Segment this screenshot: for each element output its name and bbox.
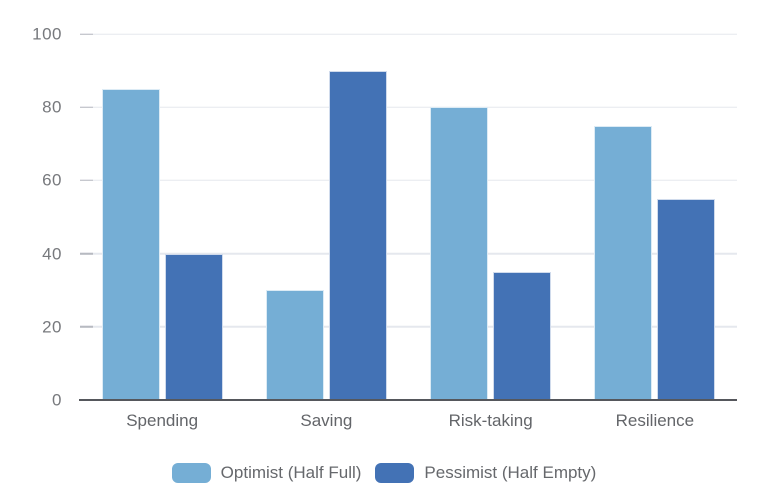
y-tick-mark	[80, 326, 93, 328]
bar-group	[573, 34, 737, 400]
y-axis-tick-label: 20	[42, 317, 62, 337]
gridline	[80, 179, 737, 182]
bar	[101, 88, 160, 400]
bars-layer	[80, 34, 737, 400]
bar	[265, 290, 324, 400]
y-tick-mark	[80, 106, 93, 108]
legend-item[interactable]: Pessimist (Half Empty)	[375, 463, 596, 483]
bar-group	[80, 34, 244, 400]
gridlines-layer	[80, 33, 737, 400]
y-axis-labels: 0 20 40 60 80 100	[0, 26, 62, 409]
x-axis-line	[79, 399, 737, 401]
gridline	[80, 252, 737, 255]
bar	[657, 198, 716, 400]
y-tick-mark	[80, 179, 93, 182]
bar-group	[409, 34, 573, 400]
bar	[328, 70, 387, 400]
legend: Optimist (Half Full) Pessimist (Half Empt…	[0, 459, 768, 487]
bar	[493, 271, 552, 400]
legend-item[interactable]: Optimist (Half Full)	[171, 463, 362, 483]
y-axis-tick-label: 100	[32, 24, 62, 44]
x-axis-labels: Spending Saving Risk-taking Resilience	[80, 410, 737, 432]
x-axis-category-label: Risk-taking	[448, 411, 533, 430]
legend-label: Pessimist (Half Empty)	[424, 463, 597, 482]
bar	[430, 107, 489, 400]
legend-swatch	[171, 463, 211, 483]
x-axis-category-label: Saving	[300, 411, 353, 430]
gridline	[80, 33, 737, 35]
plot-area	[79, 33, 737, 401]
x-axis-category-label: Resilience	[615, 411, 695, 430]
bar	[164, 253, 223, 400]
y-tick-mark	[80, 252, 93, 255]
y-axis-tick-label: 60	[42, 170, 62, 190]
gridline	[80, 106, 737, 108]
y-axis-tick-label: 0	[52, 390, 62, 410]
bar-group	[244, 34, 408, 400]
legend-swatch	[375, 463, 415, 483]
y-tick-mark	[80, 33, 93, 35]
y-axis-tick-label: 40	[42, 244, 62, 264]
bar	[594, 125, 653, 400]
x-axis-category-label: Spending	[126, 411, 199, 430]
gridline	[80, 326, 737, 328]
legend-label: Optimist (Half Full)	[220, 463, 362, 482]
y-axis-tick-label: 80	[42, 97, 62, 117]
